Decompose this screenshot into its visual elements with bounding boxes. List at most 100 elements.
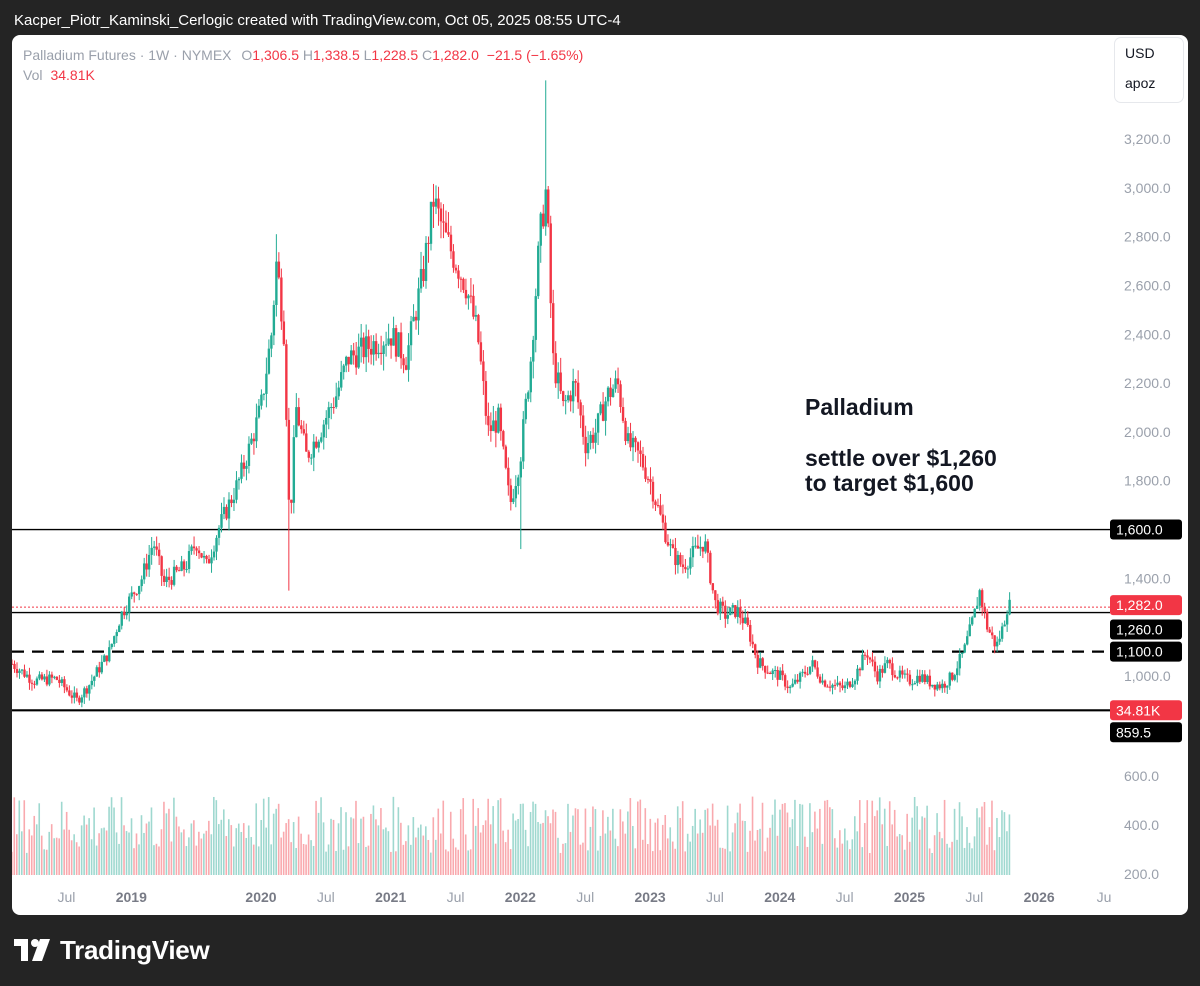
volume-bar <box>844 828 846 875</box>
candle-body <box>35 678 39 685</box>
volume-bar <box>190 823 193 875</box>
candle-body <box>170 580 173 585</box>
tradingview-logo[interactable]: TradingView <box>14 934 210 966</box>
candle-body <box>821 680 824 683</box>
candle-body <box>669 544 672 546</box>
volume-bar <box>769 827 771 875</box>
candle-body <box>447 232 450 235</box>
volume-bar <box>968 842 971 875</box>
volume-bar <box>567 803 569 875</box>
candle-body <box>606 387 610 402</box>
candle-body <box>424 242 428 281</box>
volume-bar <box>559 852 562 875</box>
volume-bar <box>584 808 587 875</box>
x-tick-label: Jul <box>836 889 854 905</box>
candle-body <box>255 417 258 442</box>
candle-body <box>776 670 779 680</box>
volume-bar <box>362 816 365 875</box>
x-tick-label: Jul <box>576 889 594 905</box>
candle-body <box>1008 599 1011 615</box>
candle-body <box>402 358 405 366</box>
volume-bar <box>674 848 677 875</box>
candle-body <box>237 478 241 481</box>
price-tag-bg <box>1110 641 1182 662</box>
volume-bar <box>18 800 21 875</box>
volume-bar <box>779 809 781 875</box>
candle-body <box>564 400 567 402</box>
volume-bar <box>302 844 305 875</box>
volume-bar <box>357 843 360 875</box>
volume-bar <box>454 847 457 875</box>
volume-bar <box>868 853 871 875</box>
candle-body <box>793 679 797 684</box>
volume-bar <box>809 803 811 875</box>
candle-body <box>584 436 587 454</box>
volume-bar <box>607 816 609 875</box>
volume-bar <box>497 800 499 875</box>
candle-body <box>781 670 784 676</box>
volume-bar <box>991 800 993 875</box>
volume-bar <box>666 838 669 875</box>
price-chart[interactable]: 3,200.0 3,000.0 2,800.0 2,600.0 2,400.0 2,200… <box>12 35 1188 915</box>
volume-bar <box>320 797 322 875</box>
candle-body <box>833 684 837 686</box>
candle-body <box>225 506 228 519</box>
candle-body <box>377 352 380 355</box>
volume-bar <box>240 831 243 875</box>
candle-body <box>265 373 268 394</box>
volume-bar <box>464 834 467 875</box>
volume-bar <box>866 800 869 875</box>
volume-bar <box>819 808 821 875</box>
chart-panel[interactable]: 3,200.0 3,000.0 2,800.0 2,600.0 2,400.0 2,200… <box>12 35 1188 915</box>
volume-bar <box>906 813 908 875</box>
volume-bar <box>53 838 55 875</box>
volume-bar <box>370 813 372 875</box>
candle-body <box>205 555 208 560</box>
candle-body <box>160 556 163 576</box>
candle-body <box>192 546 196 549</box>
volume-bar <box>821 843 824 875</box>
volume-bar <box>110 797 113 875</box>
candle-body <box>162 575 166 583</box>
volume-bar <box>30 835 33 875</box>
candle-body <box>93 676 96 681</box>
candle-body <box>631 437 635 448</box>
volume-bar <box>562 843 564 875</box>
candle-body <box>749 624 752 642</box>
volume-bar <box>395 851 397 875</box>
candle-body <box>40 674 44 680</box>
candle-body <box>983 606 986 612</box>
candle-body <box>517 477 520 487</box>
volume-bar <box>524 829 527 875</box>
scale-mode[interactable]: apoz <box>1125 75 1156 91</box>
volume-bar <box>632 825 634 875</box>
currency-usd[interactable]: USD <box>1125 45 1155 61</box>
volume-bar <box>878 797 881 875</box>
volume-tag: 34.81K <box>1116 702 1161 718</box>
candle-body <box>300 425 303 430</box>
volume-bar <box>210 834 213 875</box>
volume-bar <box>95 845 98 875</box>
candle-body <box>60 679 64 683</box>
volume-bar <box>1001 810 1003 875</box>
candle-body <box>741 617 744 624</box>
volume-bar <box>215 800 218 875</box>
volume-bar <box>307 834 310 875</box>
volume-bar <box>502 830 504 875</box>
candle-body <box>659 505 662 515</box>
candle-body <box>78 697 81 703</box>
volume-bar <box>297 816 300 875</box>
candle-body <box>908 674 912 685</box>
candle-body <box>474 315 478 317</box>
volume-bar <box>554 811 557 875</box>
candle-body <box>836 682 839 685</box>
candle-body <box>177 570 181 572</box>
volume-bar <box>15 834 18 875</box>
currency-selector[interactable]: USD apoz <box>1115 38 1183 102</box>
candle-body <box>190 546 193 552</box>
candle-body <box>791 683 794 687</box>
volume-bar <box>350 817 352 875</box>
volume-bar <box>390 851 392 875</box>
volume-bar <box>315 800 317 875</box>
candle-body <box>933 684 937 690</box>
